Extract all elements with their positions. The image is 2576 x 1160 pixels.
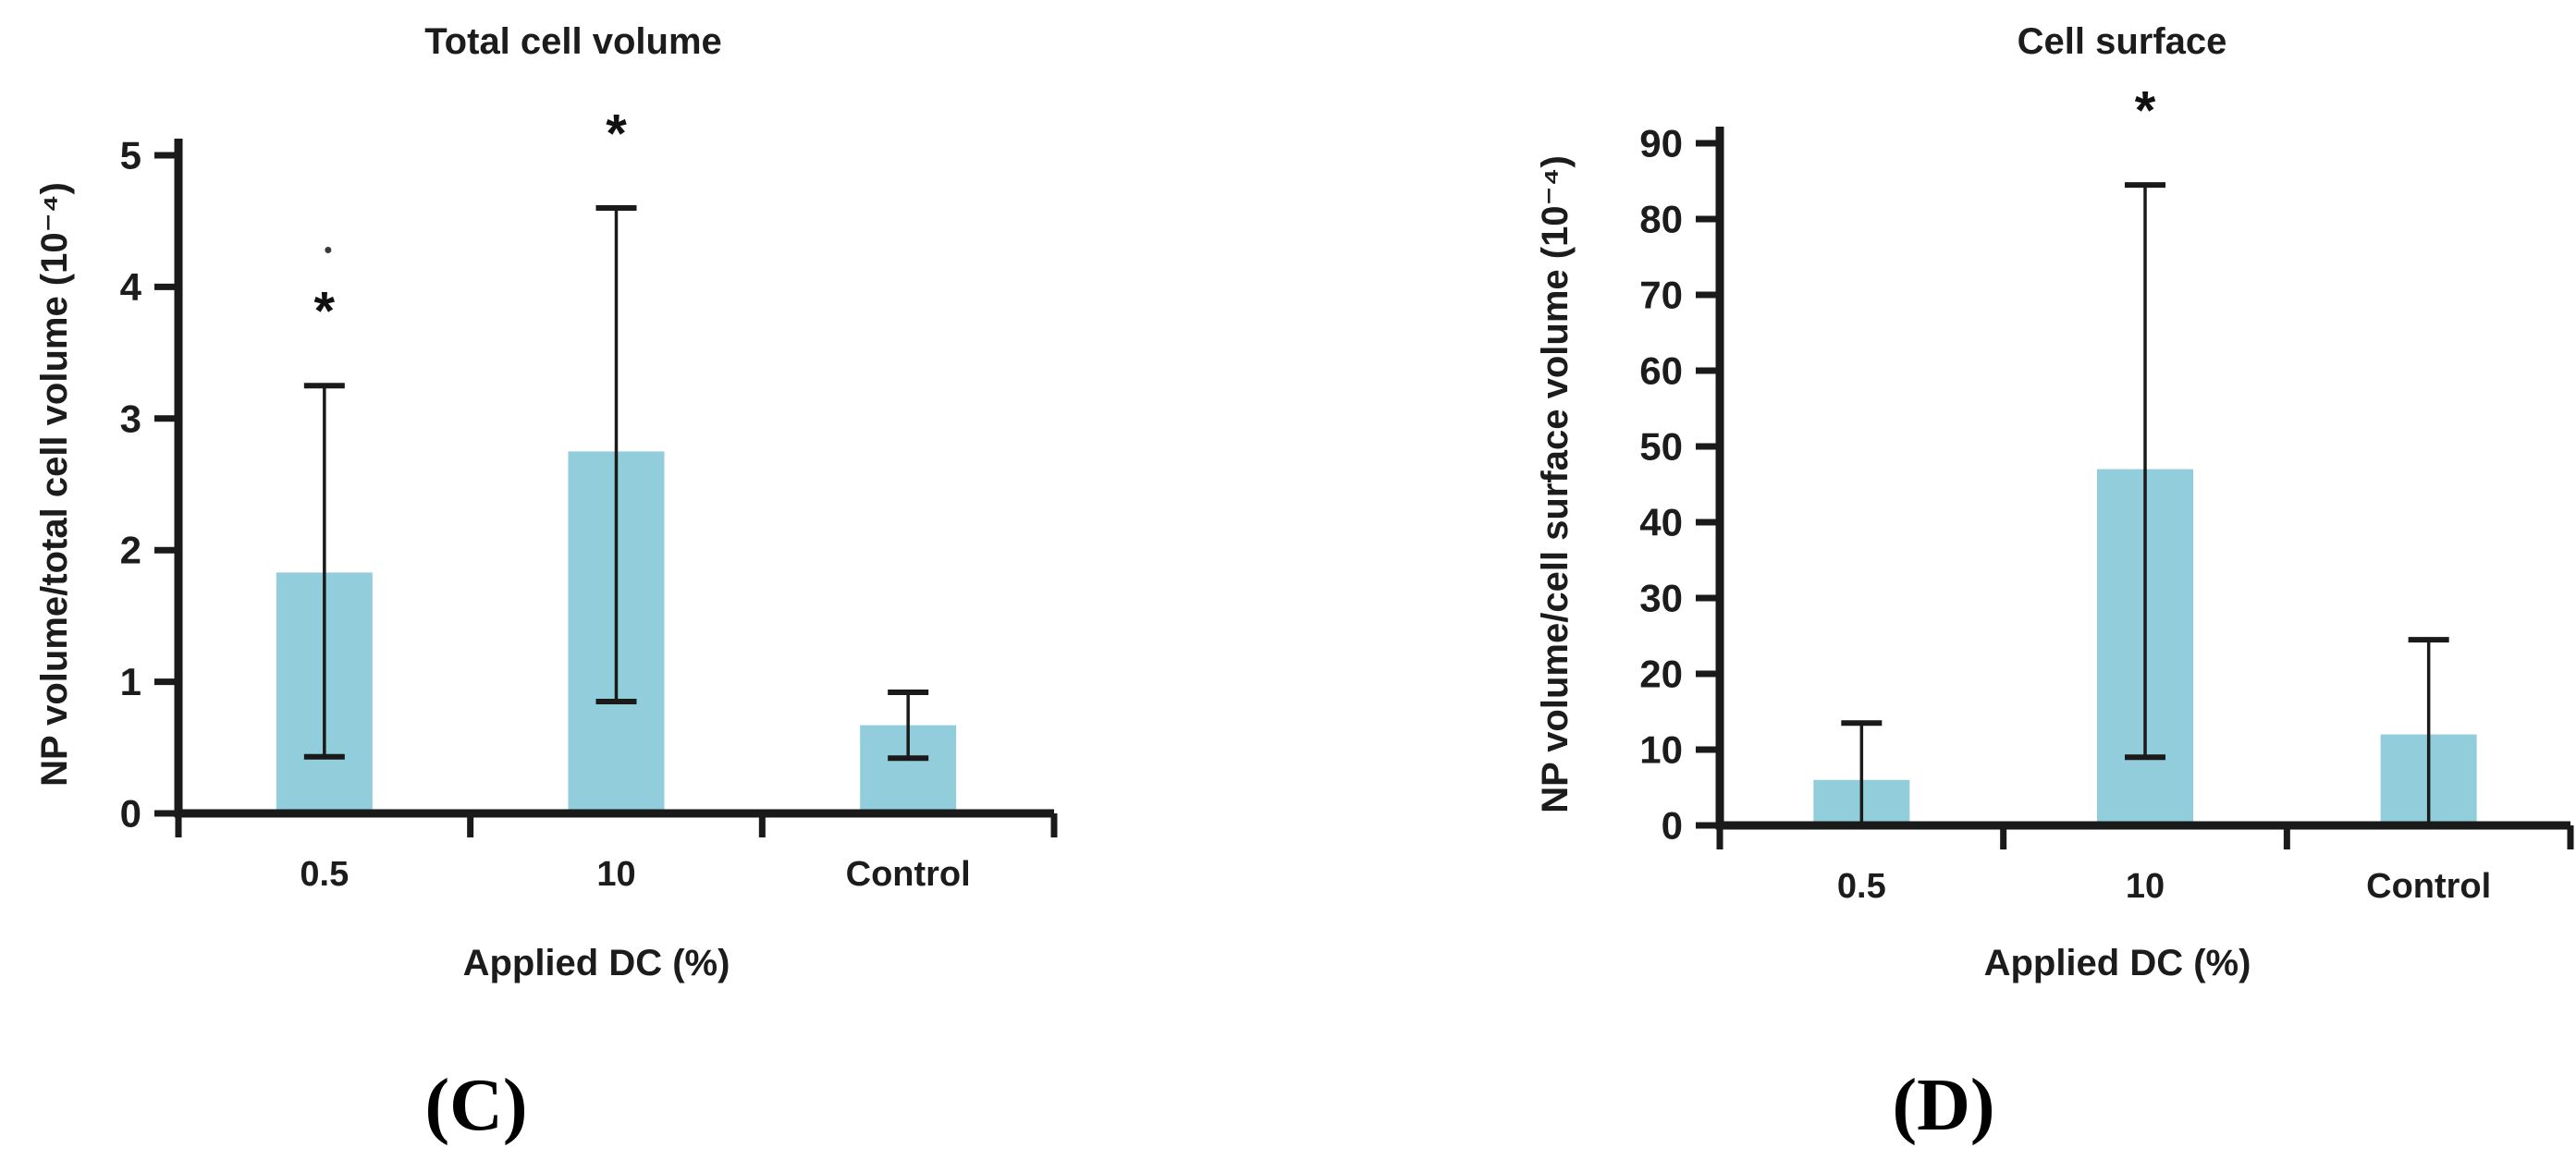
- x-category-label-10: 10: [596, 855, 635, 894]
- chart-c-title: Total cell volume: [424, 21, 722, 62]
- y-tick-label-4: 4: [120, 265, 142, 309]
- y-tick-label-60: 60: [1639, 349, 1683, 393]
- significance-asterisk-10: *: [606, 104, 627, 164]
- y-tick-label-40: 40: [1639, 501, 1683, 544]
- x-category-label-Control: Control: [846, 855, 971, 894]
- chart-c-x-axis-label: Applied DC (%): [463, 943, 730, 983]
- chart-d-y-axis-label: NP volume/cell surface volume (10⁻⁴): [1535, 155, 1576, 813]
- x-category-label-10: 10: [2126, 867, 2165, 906]
- y-tick-label-2: 2: [120, 529, 141, 572]
- y-tick-label-20: 20: [1639, 653, 1683, 696]
- stray-dot: [325, 247, 332, 254]
- y-tick-label-30: 30: [1639, 577, 1683, 620]
- chart-c-plot: * * 0 1 2 3 4 5 0.5 10 Control: [120, 104, 1058, 894]
- y-tick-label-70: 70: [1639, 274, 1683, 317]
- y-tick-label-50: 50: [1639, 425, 1683, 469]
- significance-asterisk-0.5: *: [314, 282, 336, 342]
- panel-d-label: (D): [1892, 1065, 1994, 1146]
- chart-d-title: Cell surface: [2018, 21, 2227, 62]
- significance-asterisk-10: *: [2135, 81, 2156, 141]
- y-tick-label-5: 5: [120, 134, 141, 177]
- y-tick-label-0: 0: [120, 792, 141, 836]
- x-category-label-0.5: 0.5: [1837, 867, 1886, 906]
- panel-c-label: (C): [424, 1065, 527, 1146]
- y-tick-label-0: 0: [1662, 804, 1683, 848]
- chart-c-y-axis-label: NP volume/total cell volume (10⁻⁴): [34, 182, 75, 787]
- chart-d-plot: * 0 10 20 30 40 50 60 70 80 90 0.5 10 Control: [1639, 81, 2574, 906]
- chart-d-x-axis-label: Applied DC (%): [1984, 943, 2251, 983]
- y-tick-label-90: 90: [1639, 122, 1683, 165]
- y-tick-label-10: 10: [1639, 728, 1683, 772]
- y-tick-label-1: 1: [120, 660, 141, 703]
- x-category-label-0.5: 0.5: [300, 855, 349, 894]
- y-tick-label-80: 80: [1639, 198, 1683, 241]
- y-tick-label-3: 3: [120, 397, 141, 440]
- x-category-label-Control: Control: [2366, 867, 2491, 906]
